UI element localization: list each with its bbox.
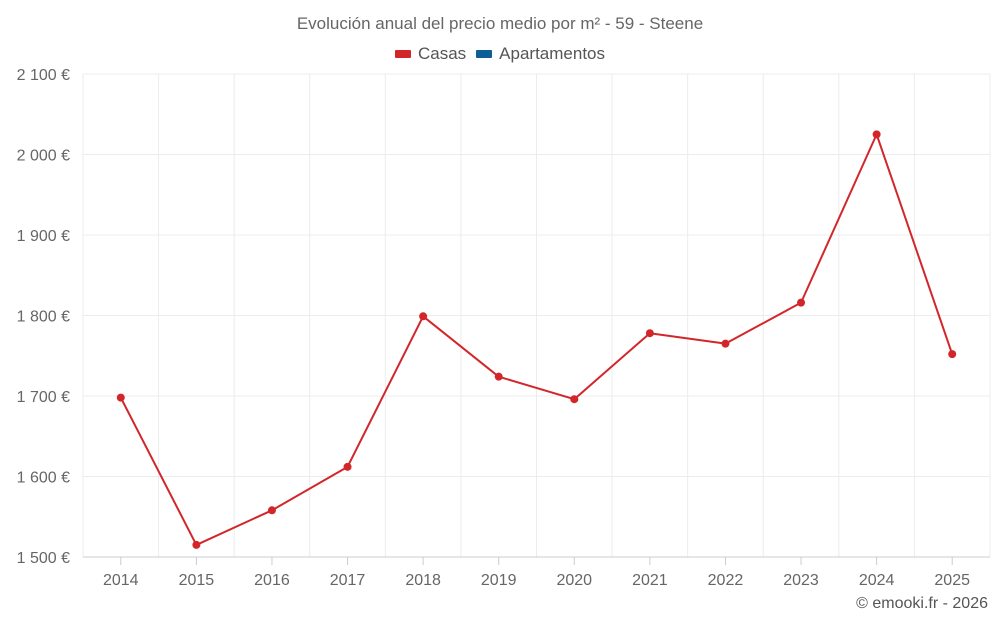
axis-layer: 1 500 € 1 600 € 1 700 € 1 800 € 1 900 € 2 000… [17, 67, 990, 589]
x-tick-label: 2016 [254, 572, 290, 589]
legend-item-apartamentos[interactable]: Apartamentos [476, 44, 605, 64]
legend-item-casas[interactable]: Casas [394, 44, 467, 64]
data-point-casas [721, 339, 730, 348]
x-tick-label: 2015 [179, 572, 215, 589]
legend: Casas Apartamentos [0, 44, 1000, 64]
y-tick-label: 1 800 € [17, 309, 70, 326]
x-tick-label: 2019 [481, 572, 517, 589]
data-point-casas [645, 329, 654, 338]
data-point-casas [192, 540, 201, 549]
legend-swatch-casas [394, 50, 411, 58]
copyright-credit: © emooki.fr - 2026 [856, 595, 988, 612]
legend-swatch-apartamentos [476, 50, 493, 58]
data-point-casas [872, 130, 881, 139]
data-point-casas [494, 372, 503, 381]
legend-label-casas: Casas [417, 44, 467, 63]
data-point-casas [797, 298, 806, 307]
y-tick-label: 1 700 € [17, 389, 70, 406]
legend-label-apartamentos: Apartamentos [499, 44, 606, 63]
y-tick-label: 1 600 € [17, 470, 70, 487]
x-tick-label: 2021 [632, 572, 668, 589]
y-tick-label: 1 900 € [17, 228, 70, 245]
x-tick-label: 2017 [330, 572, 366, 589]
x-tick-label: 2014 [103, 572, 139, 589]
x-tick-label: 2022 [708, 572, 744, 589]
x-tick-label: 2018 [405, 572, 441, 589]
data-point-casas [267, 506, 276, 515]
y-tick-label: 1 500 € [17, 550, 70, 567]
grid-layer [82, 73, 991, 558]
x-tick-label: 2023 [783, 572, 819, 589]
series-line-casas [119, 133, 954, 546]
chart-title: Evolución anual del precio medio por m² … [296, 14, 704, 33]
y-tick-label: 2 000 € [17, 148, 70, 165]
data-point-casas [948, 350, 957, 359]
x-tick-label: 2025 [934, 572, 970, 589]
data-point-casas [343, 462, 352, 471]
y-tick-label: 2 100 € [17, 67, 70, 84]
data-point-casas [570, 395, 579, 404]
data-point-casas [116, 393, 125, 402]
data-point-casas [419, 312, 428, 321]
x-tick-label: 2024 [859, 572, 895, 589]
series-layer [116, 130, 957, 549]
x-tick-label: 2020 [556, 572, 592, 589]
